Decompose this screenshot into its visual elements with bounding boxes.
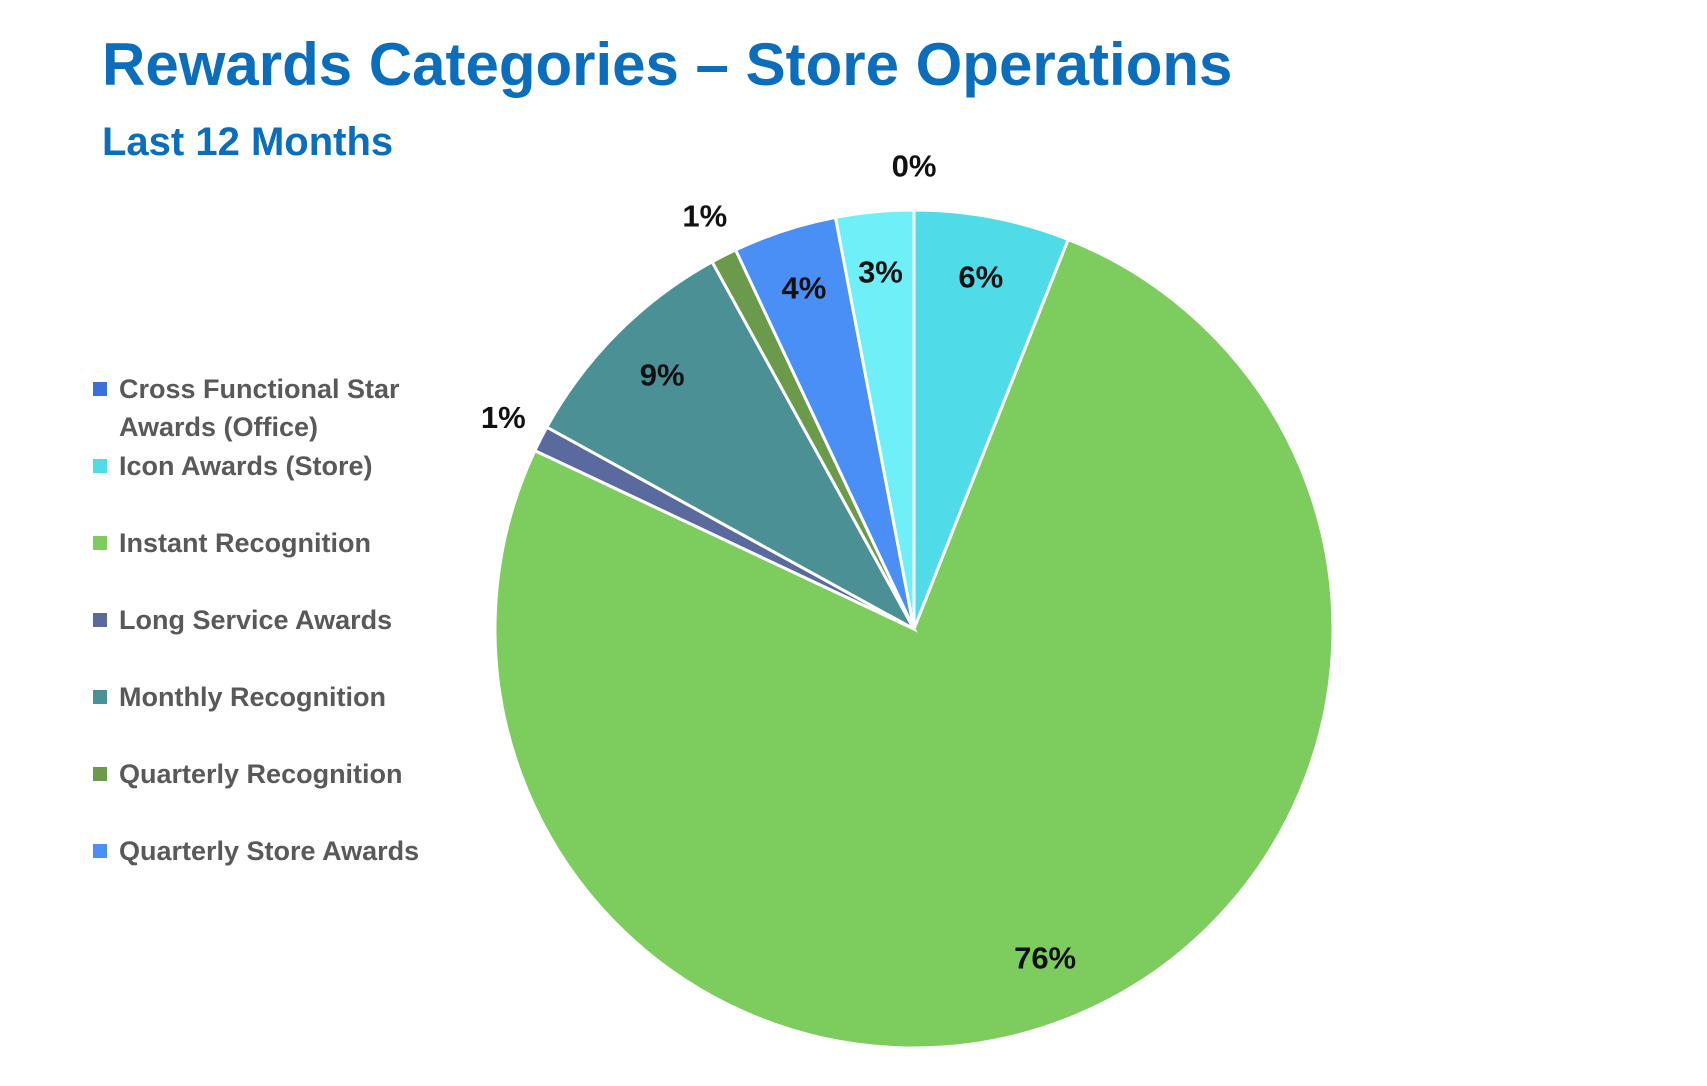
legend-swatch <box>93 536 107 550</box>
legend-item: Instant Recognition <box>93 524 479 562</box>
legend-label: Monthly Recognition <box>119 682 386 712</box>
chart-title: Rewards Categories – Store Operations <box>102 31 1233 98</box>
pie-slice <box>833 208 916 630</box>
legend-item: Quarterly Store Awards <box>93 832 479 870</box>
data-label: 6% <box>958 259 1003 294</box>
legend-swatch <box>93 844 107 858</box>
legend-item: Cross Functional Star Awards (Office) <box>93 370 479 446</box>
data-label: 3% <box>858 255 903 290</box>
pie-slice <box>912 208 1071 630</box>
data-label: 1% <box>481 400 526 435</box>
legend-label: Quarterly Recognition <box>119 759 403 789</box>
legend-swatch <box>93 767 107 781</box>
legend-swatch <box>93 382 107 396</box>
legend-swatch <box>93 613 107 627</box>
legend-label: Long Service Awards <box>119 605 393 635</box>
legend-label: Instant Recognition <box>119 528 371 558</box>
legend-label: Quarterly Store Awards <box>119 836 420 866</box>
data-label: 9% <box>640 357 685 392</box>
legend-item: Quarterly Recognition <box>93 755 479 793</box>
data-label: 0% <box>892 148 937 183</box>
legend-label: Icon Awards (Store) <box>119 451 373 481</box>
pie-slice <box>493 237 1335 1050</box>
legend-item: Long Service Awards <box>93 601 479 639</box>
legend-label: Cross Functional Star Awards (Office) <box>119 374 400 442</box>
data-label: 4% <box>782 270 827 305</box>
chart-subtitle: Last 12 Months <box>102 120 394 164</box>
legend-item: Icon Awards (Store) <box>93 447 479 485</box>
legend-swatch <box>93 690 107 704</box>
legend-swatch <box>93 459 107 473</box>
data-label: 1% <box>682 199 727 234</box>
pie-slice <box>544 259 918 633</box>
data-label: 76% <box>1014 940 1076 975</box>
legend-item: Monthly Recognition <box>93 678 479 716</box>
